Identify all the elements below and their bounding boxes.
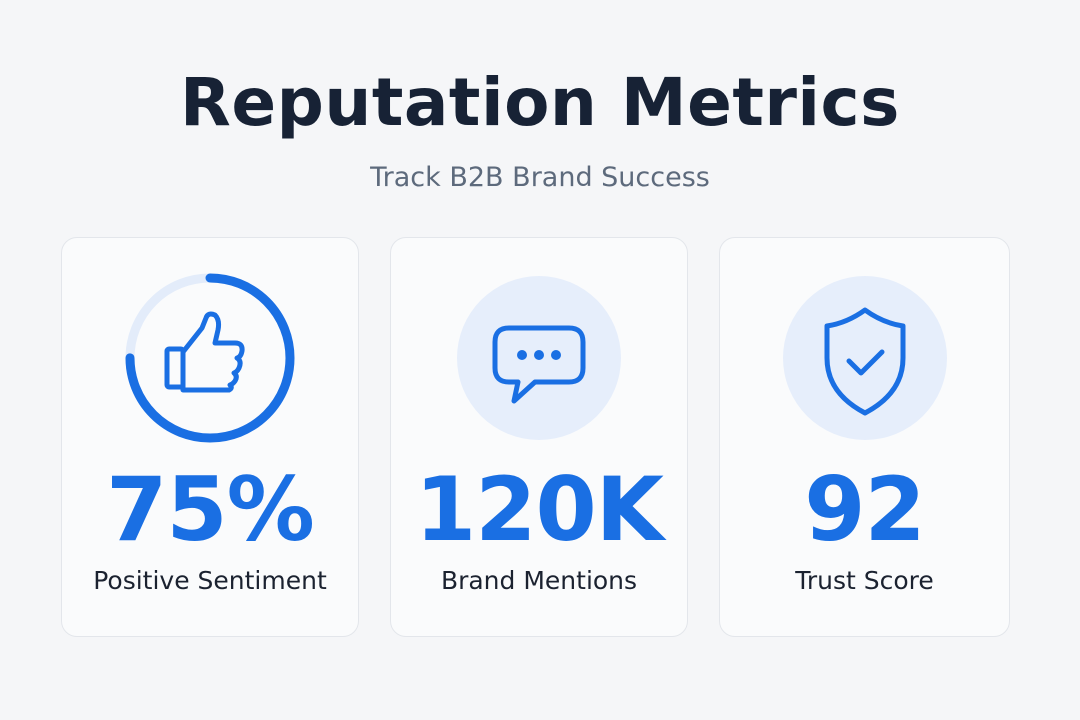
mentions-value: 120K xyxy=(415,458,664,561)
trust-icon-badge xyxy=(775,268,955,448)
chat-bubble-icon xyxy=(492,325,586,404)
mentions-icon-badge xyxy=(449,268,629,448)
thumbs-up-icon xyxy=(164,311,245,393)
progress-ring xyxy=(125,273,295,443)
metric-card-mentions: 120K Brand Mentions xyxy=(390,237,688,637)
metric-card-sentiment: 75% Positive Sentiment xyxy=(61,237,359,637)
sentiment-value: 75% xyxy=(106,458,315,561)
mentions-label: Brand Mentions xyxy=(440,566,638,595)
page-title: Reputation Metrics xyxy=(180,64,900,141)
metric-card-trust: 92 Trust Score xyxy=(719,237,1010,637)
shield-check-icon xyxy=(824,307,905,416)
sentiment-label: Positive Sentiment xyxy=(93,566,327,595)
trust-label: Trust Score xyxy=(795,566,934,595)
page-subtitle: Track B2B Brand Success xyxy=(370,162,710,193)
sentiment-gauge xyxy=(120,268,300,448)
trust-value: 92 xyxy=(804,458,925,561)
